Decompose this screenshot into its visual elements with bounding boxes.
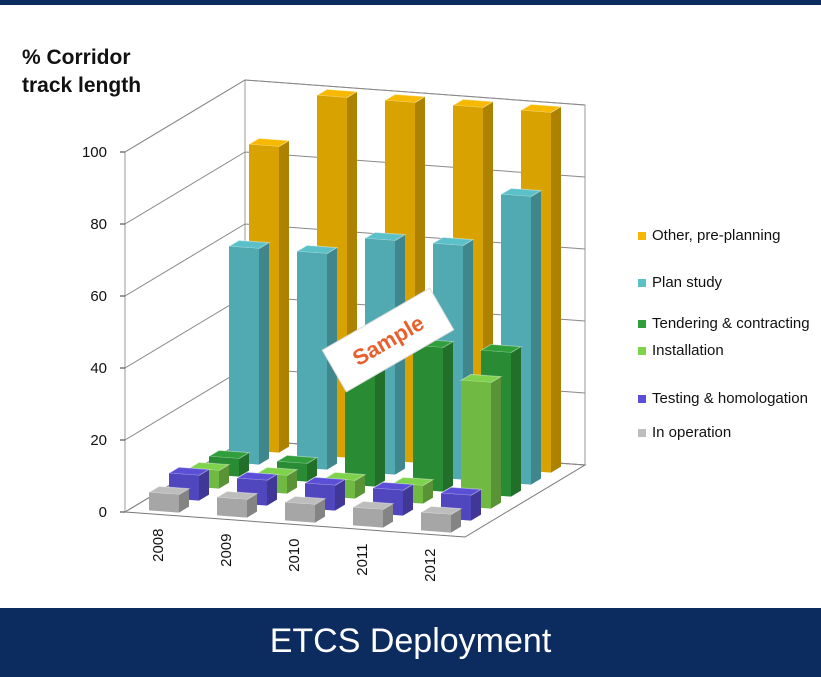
bar-front <box>353 507 383 528</box>
bar-side <box>423 479 433 504</box>
bar-side <box>315 498 325 523</box>
x-tick-label: 2012 <box>422 549 439 582</box>
bar-top <box>235 471 279 481</box>
bar-side <box>279 140 289 453</box>
bar-side <box>219 464 229 489</box>
bar-side <box>199 469 209 501</box>
x-tick-label: 2011 <box>354 544 371 576</box>
bar-side <box>511 346 521 497</box>
y-tick-label: 80 <box>90 216 107 233</box>
grid-line <box>124 79 586 153</box>
bar <box>283 495 327 523</box>
bar-front <box>421 512 451 533</box>
bar-front <box>217 497 247 518</box>
bar-side <box>491 376 501 509</box>
x-tick-label: 2010 <box>286 539 303 572</box>
legend-label: Plan study <box>652 274 723 291</box>
bar-side <box>531 190 541 485</box>
legend-swatch <box>638 232 646 240</box>
bar-side <box>239 452 249 477</box>
x-tick-label: 2008 <box>150 529 167 562</box>
bar-side <box>471 489 481 521</box>
legend-label: Other, pre-planning <box>652 227 781 244</box>
y-tick-label: 100 <box>82 144 107 161</box>
bar-side <box>179 488 189 513</box>
legend-swatch <box>638 429 646 437</box>
bar-side <box>335 479 345 511</box>
legend-swatch <box>638 320 646 328</box>
bar <box>351 500 395 528</box>
bar <box>147 485 191 513</box>
y-axis-label: % Corridor track length <box>22 46 142 97</box>
y-tick-label: 20 <box>90 432 107 449</box>
legend-label: Installation <box>652 342 724 359</box>
bar-front <box>285 502 315 523</box>
legend-label: Tendering & contracting <box>652 315 810 332</box>
bar-top <box>419 505 463 516</box>
y-tick-label: 60 <box>90 288 107 305</box>
y-tick-label: 40 <box>90 360 107 377</box>
bar <box>227 239 271 465</box>
bar-side <box>375 354 385 487</box>
y-tick-label: 0 <box>99 504 107 521</box>
bar <box>459 373 503 509</box>
x-tick-label: 2009 <box>218 534 235 567</box>
bar-front <box>345 358 375 487</box>
bar-side <box>307 457 317 482</box>
bar-top <box>303 476 347 486</box>
bar-side <box>403 484 413 516</box>
bar-side <box>451 508 461 533</box>
bar-side <box>287 469 297 494</box>
side-wall <box>124 79 246 513</box>
watermark-box <box>321 287 455 393</box>
bar-front <box>149 492 179 513</box>
bar-top <box>371 481 415 491</box>
bar-side <box>355 474 365 499</box>
legend-label: In operation <box>652 424 732 441</box>
chart-title: ETCS Deployment <box>0 608 821 677</box>
bar-top <box>439 486 483 496</box>
bar-top <box>167 466 211 476</box>
bar-front <box>413 345 443 492</box>
bar-front <box>229 246 259 465</box>
legend-swatch <box>638 347 646 355</box>
bar-front <box>297 251 327 470</box>
bar-side <box>247 493 257 518</box>
top-border <box>0 0 821 5</box>
legend-swatch <box>638 395 646 403</box>
legend-swatch <box>638 279 646 287</box>
bar-side <box>551 106 561 473</box>
bar <box>215 490 259 518</box>
bar <box>411 338 455 492</box>
legend-label: Testing & homologation <box>652 390 808 407</box>
bar-side <box>443 341 453 492</box>
bar-side <box>383 503 393 528</box>
bar-front <box>461 380 491 509</box>
bar-side <box>259 242 269 465</box>
bar <box>419 505 463 533</box>
bar-side <box>267 474 277 506</box>
